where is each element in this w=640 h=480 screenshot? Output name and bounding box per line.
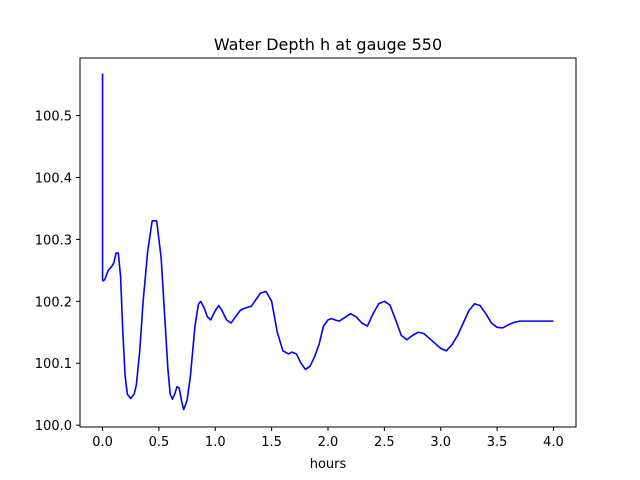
y-tick-label: 100.0 [35,419,72,434]
series-layer [101,73,554,411]
x-tick-label: 2.0 [318,435,339,450]
y-axis-ticks: 100.0 100.1 100.2 100.3 100.4 100.5 [35,110,80,434]
x-axis-ticks: 0.0 0.5 1.0 1.5 2.0 2.5 3.0 3.5 4.0 [92,427,564,450]
chart-title: Water Depth h at gauge 550 [214,35,442,54]
x-tick-label: 0.5 [149,435,170,450]
y-tick-label: 100.3 [35,233,72,248]
series-line [101,73,554,411]
x-tick-label: 1.5 [261,435,282,450]
x-tick-label: 1.0 [205,435,226,450]
y-tick-label: 100.4 [35,171,72,186]
y-tick-label: 100.5 [35,110,72,125]
x-tick-label: 0.0 [92,435,113,450]
y-tick-label: 100.2 [35,295,72,310]
y-tick-label: 100.1 [35,357,72,372]
x-tick-label: 2.5 [374,435,395,450]
x-axis-label: hours [310,457,347,472]
x-tick-label: 4.0 [543,435,564,450]
x-tick-label: 3.5 [487,435,508,450]
x-tick-label: 3.0 [430,435,451,450]
